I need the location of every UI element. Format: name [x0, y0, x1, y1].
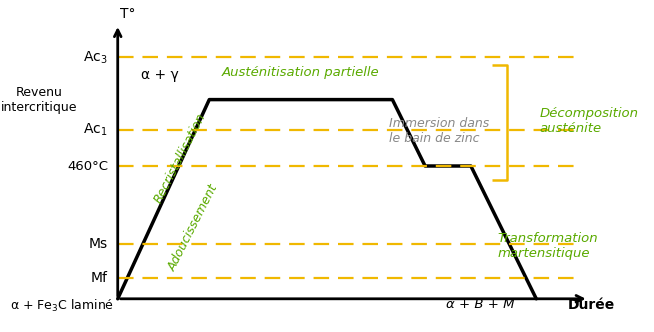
Text: Immersion dans
le bain de zinc: Immersion dans le bain de zinc: [389, 117, 489, 145]
Text: Adoucissement: Adoucissement: [165, 182, 220, 274]
Text: Mf: Mf: [91, 271, 108, 285]
Text: Revenu
intercritique: Revenu intercritique: [1, 86, 77, 114]
Text: Décomposition
austénite: Décomposition austénite: [540, 107, 638, 135]
Text: Ac$_3$: Ac$_3$: [83, 49, 108, 65]
Text: T°: T°: [120, 7, 135, 21]
Text: Ms: Ms: [89, 237, 108, 251]
Text: α + γ: α + γ: [141, 68, 179, 82]
Text: 460°C: 460°C: [67, 159, 108, 173]
Text: Recristallisation: Recristallisation: [152, 111, 208, 206]
Text: Transformation
martensitique: Transformation martensitique: [497, 232, 598, 260]
Text: Austénitisation partielle: Austénitisation partielle: [222, 66, 380, 79]
Text: Ac$_1$: Ac$_1$: [84, 122, 108, 138]
Text: Durée: Durée: [568, 298, 615, 312]
Text: α + B + M: α + B + M: [447, 298, 515, 311]
Text: α + Fe$_3$C laminé: α + Fe$_3$C laminé: [10, 298, 114, 314]
